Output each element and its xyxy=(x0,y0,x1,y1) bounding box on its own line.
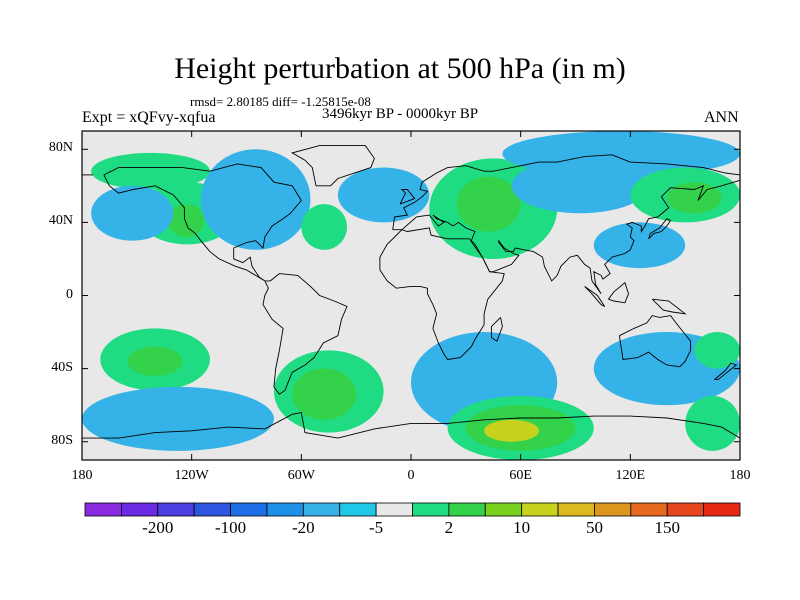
coastline xyxy=(714,362,738,381)
coastline xyxy=(490,317,503,342)
longitude-tick-label: 60E xyxy=(509,468,532,483)
colorbar-label: 150 xyxy=(654,518,680,537)
colorbar-label: -200 xyxy=(142,518,174,537)
coastlines xyxy=(82,145,740,439)
colorbar-swatch xyxy=(448,502,486,517)
south-pacific-east-positive xyxy=(685,396,740,451)
coastline xyxy=(392,154,740,230)
latitude-tick-label: 40N xyxy=(48,213,73,229)
north-pacific-negative xyxy=(91,185,174,241)
west-pacific-south-positive xyxy=(694,332,740,369)
colorbar-label: 2 xyxy=(444,518,454,537)
colorbar-swatch xyxy=(157,502,195,517)
siberia-negative xyxy=(511,158,649,214)
period-label: 3496kyr BP - 0000kyr BP xyxy=(322,106,479,122)
longitude-tick-label: 180 xyxy=(71,468,93,483)
colorbar-swatch xyxy=(193,502,231,517)
colorbar-swatch xyxy=(484,502,523,517)
colorbar-label: -100 xyxy=(214,518,247,537)
colorbar-swatch xyxy=(339,502,377,517)
southern-ocean-negative-west xyxy=(82,386,274,451)
colorbar-label: -5 xyxy=(369,518,384,537)
longitude-tick-label: 60W xyxy=(287,468,315,483)
north-america-negative xyxy=(200,149,311,250)
latitude-tick-label: 80N xyxy=(48,140,73,156)
latitude-tick-label: 0 xyxy=(66,286,73,302)
coastline xyxy=(608,281,629,304)
north-pacific-positive xyxy=(91,152,210,190)
anomaly-fields xyxy=(82,131,740,460)
coastline xyxy=(392,179,740,294)
coastline xyxy=(648,218,672,240)
coastline xyxy=(291,145,375,187)
colorbar-swatch xyxy=(521,502,559,517)
colorbar-swatch xyxy=(84,502,122,517)
colorbar-swatch xyxy=(666,502,705,517)
coastline xyxy=(262,273,348,395)
latitude-tick-label: 80S xyxy=(51,432,73,448)
antarctic-peak xyxy=(484,419,539,442)
colorbar-swatch xyxy=(302,502,341,517)
colorbar-label: 10 xyxy=(513,518,531,537)
colorbar-swatch xyxy=(703,502,741,517)
coastline xyxy=(618,315,692,368)
north-atlantic-negative xyxy=(337,167,430,223)
south-atlantic-core xyxy=(292,368,357,420)
eurasia-core xyxy=(456,176,521,232)
west-atlantic-positive xyxy=(301,204,348,250)
longitude-tick-label: 120W xyxy=(174,468,209,483)
colorbar-swatch xyxy=(120,502,159,517)
western-pacific-negative xyxy=(593,222,686,269)
season-label: ANN xyxy=(704,109,739,126)
experiment-label: Expt = xQFvy-xqfua xyxy=(82,109,216,126)
colorbar-swatch xyxy=(630,502,668,517)
coastline xyxy=(379,227,505,360)
colorbar-swatch xyxy=(375,502,413,517)
coastline xyxy=(651,298,687,315)
map-title: Height perturbation at 500 hPa (in m) xyxy=(174,52,626,85)
coastline xyxy=(584,286,606,307)
colorbar-label: -20 xyxy=(291,518,315,537)
colorbar-swatch xyxy=(412,502,450,517)
stats-text: rmsd= 2.80185 diff= -1.25815e-08 xyxy=(190,94,371,109)
south-pacific-core xyxy=(127,346,183,376)
colorbar-swatch xyxy=(594,502,632,517)
colorbar-label: 50 xyxy=(585,518,603,537)
colorbar-swatch xyxy=(557,502,595,517)
coastline xyxy=(399,189,416,205)
latitude-tick-label: 40S xyxy=(51,359,73,375)
western-north-america-core xyxy=(167,204,205,238)
coastline xyxy=(103,163,302,282)
colorbar-swatch xyxy=(230,502,268,517)
coastline xyxy=(82,411,740,439)
longitude-tick-label: 180 xyxy=(729,468,751,483)
longitude-tick-label: 0 xyxy=(407,468,415,483)
colorbar-swatch xyxy=(266,502,304,517)
northeast-asia-core xyxy=(666,182,722,214)
longitude-tick-label: 120E xyxy=(615,468,646,483)
